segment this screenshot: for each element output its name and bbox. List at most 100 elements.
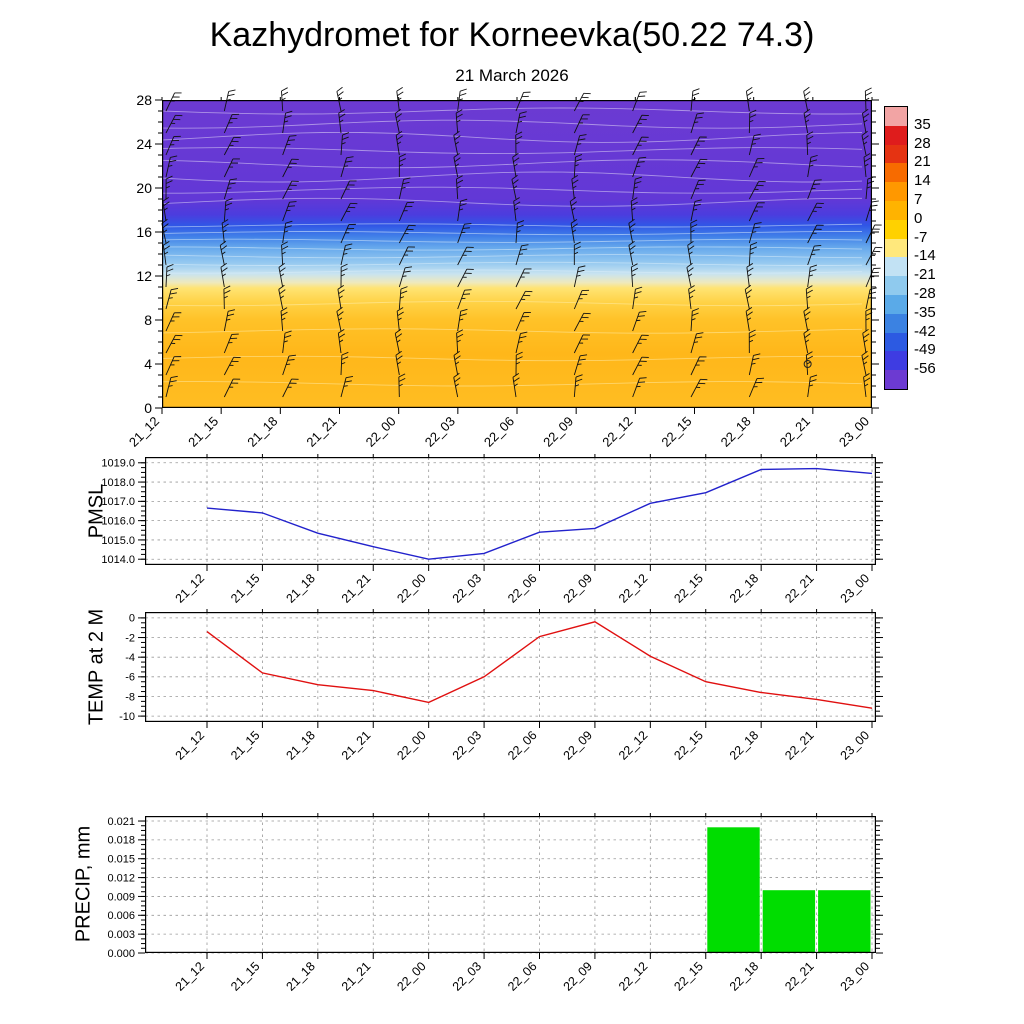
svg-text:23_00: 23_00 — [836, 414, 872, 450]
svg-text:22_18: 22_18 — [727, 571, 762, 606]
svg-text:16: 16 — [136, 224, 152, 240]
svg-text:22_09: 22_09 — [561, 728, 596, 763]
colorbar-label: -14 — [914, 247, 936, 265]
y-tick-labels: 0.021 0.018 0.015 0.012 0.009 0.006 0.003 0.000 — [107, 816, 135, 960]
x-tick-labels: 21_12 21_15 21_18 21_21 22_00 22_03 22_06 22_09… — [173, 728, 873, 763]
wind-barbs — [161, 86, 883, 398]
svg-text:23_00: 23_00 — [838, 959, 873, 994]
panel-frame — [145, 612, 876, 723]
svg-text:22_12: 22_12 — [599, 414, 635, 450]
colorbar-segment — [885, 200, 907, 220]
svg-text:0: 0 — [129, 613, 135, 625]
svg-text:22_21: 22_21 — [782, 571, 817, 606]
svg-text:22_09: 22_09 — [561, 571, 596, 606]
svg-text:21_18: 21_18 — [283, 571, 318, 606]
colorbar-segment — [885, 219, 907, 239]
svg-text:22_06: 22_06 — [505, 959, 540, 994]
precip-bar — [707, 827, 760, 953]
panel-frame — [145, 816, 876, 954]
y-tick-labels: 1019.0 1018.0 1017.0 1016.0 1015.0 1014.0 — [101, 458, 135, 566]
panel-frame — [162, 100, 872, 408]
svg-text:4: 4 — [144, 356, 152, 372]
svg-text:22_03: 22_03 — [450, 571, 485, 606]
svg-text:22_03: 22_03 — [422, 414, 458, 450]
svg-text:22_21: 22_21 — [777, 414, 813, 450]
grid-lines — [145, 612, 876, 722]
svg-text:22_12: 22_12 — [616, 959, 651, 994]
colorbar-label: 14 — [914, 172, 931, 190]
svg-text:0.006: 0.006 — [107, 910, 135, 922]
colorbar-label: -28 — [914, 285, 936, 302]
svg-text:0.000: 0.000 — [107, 948, 135, 960]
panel-frame — [145, 457, 876, 566]
svg-text:0.021: 0.021 — [107, 816, 135, 828]
svg-text:1018.0: 1018.0 — [101, 477, 135, 489]
cross-section-panel: 28 24 20 16 12 8 4 021_12 21_15 21_18 21_21 22_00 22… — [126, 86, 883, 450]
svg-text:24: 24 — [136, 136, 152, 152]
axis-ticks — [138, 609, 883, 728]
svg-text:22_00: 22_00 — [394, 959, 429, 994]
svg-text:21_21: 21_21 — [339, 728, 374, 763]
pmsl-axis-title: PMSL — [85, 483, 108, 539]
svg-text:0.009: 0.009 — [107, 891, 135, 903]
svg-text:21_21: 21_21 — [303, 414, 339, 450]
svg-text:0.003: 0.003 — [107, 929, 135, 941]
svg-text:0.018: 0.018 — [107, 835, 135, 847]
svg-text:21_15: 21_15 — [228, 571, 263, 606]
precip-axis-title: PRECIP, mm — [72, 825, 95, 943]
colorbar-segment — [885, 332, 907, 352]
svg-text:21_21: 21_21 — [339, 959, 374, 994]
colorbar-segment — [885, 313, 907, 333]
svg-text:22_06: 22_06 — [481, 414, 517, 450]
svg-text:22_00: 22_00 — [363, 414, 399, 450]
svg-text:22_03: 22_03 — [450, 959, 485, 994]
colorbar-label: -49 — [914, 341, 936, 359]
colorbar-segment — [885, 144, 907, 164]
y-tick-labels: 28 24 20 16 12 8 4 0 — [136, 92, 152, 416]
svg-text:8: 8 — [144, 312, 152, 328]
precip-bar — [762, 890, 816, 953]
colorbar-label: -56 — [914, 360, 936, 378]
colorbar-segment — [885, 125, 907, 145]
axis-ticks — [155, 97, 879, 414]
calm-wind-marker — [803, 360, 812, 368]
svg-text:21_15: 21_15 — [228, 728, 263, 763]
svg-text:21_12: 21_12 — [173, 728, 208, 763]
pmsl-line — [206, 467, 873, 560]
precip-bars — [707, 827, 871, 953]
colorbar-segment — [885, 163, 907, 183]
svg-text:21_21: 21_21 — [339, 571, 374, 606]
svg-text:21_12: 21_12 — [126, 414, 162, 450]
svg-text:23_00: 23_00 — [838, 571, 873, 606]
svg-text:22_15: 22_15 — [671, 571, 706, 606]
svg-text:21_18: 21_18 — [283, 728, 318, 763]
svg-text:21_15: 21_15 — [228, 959, 263, 994]
svg-text:22_18: 22_18 — [727, 728, 762, 763]
svg-text:22_15: 22_15 — [671, 959, 706, 994]
colorbar-label-column: 35 28 21 14 7 0 -7 -14 -21 -28 -35 -42 -49 -56 — [914, 106, 974, 388]
svg-text:21_15: 21_15 — [185, 414, 221, 450]
colorbar-label: -21 — [914, 266, 936, 284]
colorbar-label: -35 — [914, 303, 936, 321]
axis-ticks — [138, 454, 883, 571]
svg-text:20: 20 — [136, 180, 152, 196]
svg-text:-8: -8 — [125, 691, 135, 703]
svg-text:22_15: 22_15 — [671, 728, 706, 763]
contour-lines — [161, 107, 863, 387]
colorbar-segment — [885, 370, 907, 389]
svg-text:22_00: 22_00 — [394, 728, 429, 763]
svg-text:21_18: 21_18 — [244, 414, 280, 450]
colorbar-segment — [885, 351, 907, 371]
colorbar-label: 7 — [914, 191, 923, 208]
svg-text:22_12: 22_12 — [616, 571, 651, 606]
svg-text:22_06: 22_06 — [505, 571, 540, 606]
temp-at-2-m-line — [206, 621, 873, 709]
svg-text:22_06: 22_06 — [505, 728, 540, 763]
temp-panel: 0 -2 -4 -6 -8 -10 21_12 21_15 21_18 21_21 22_00 22_… — [119, 609, 883, 763]
precip-panel: 0.021 0.018 0.015 0.012 0.009 0.006 0.003 0.000… — [107, 813, 883, 994]
svg-text:1019.0: 1019.0 — [101, 458, 135, 470]
colorbar-label: 21 — [914, 153, 931, 171]
colorbar-segment — [885, 182, 907, 201]
colorbar-label: -42 — [914, 322, 936, 340]
colorbar-segment — [885, 257, 907, 277]
